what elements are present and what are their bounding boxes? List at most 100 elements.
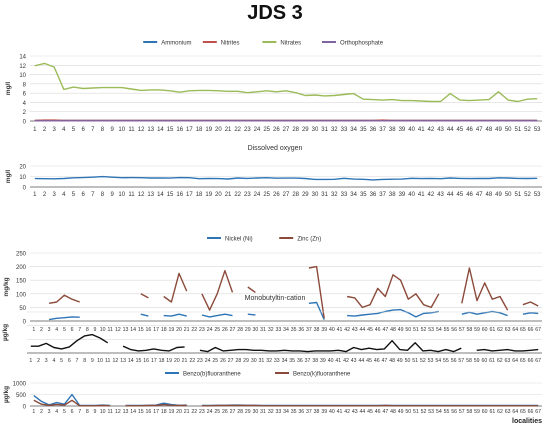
x-tick-label: 12 xyxy=(138,192,145,198)
x-tick-label: 37 xyxy=(379,192,386,198)
x-tick-label: 21 xyxy=(225,127,232,133)
x-tick-label: 53 xyxy=(428,327,434,333)
x-tick-label: 35 xyxy=(291,327,297,333)
x-tick-label: 3 xyxy=(52,127,56,133)
series-line xyxy=(30,333,539,353)
x-tick-label: 23 xyxy=(244,192,251,198)
x-tick-label: 60 xyxy=(482,409,488,415)
x-tick-label: 17 xyxy=(153,327,159,333)
x-tick-label: 45 xyxy=(367,327,373,333)
x-tick-label: 53 xyxy=(428,358,434,364)
legend-label: Zinc (Zn) xyxy=(297,237,321,243)
x-tick-label: 65 xyxy=(520,327,526,333)
x-tick-label: 15 xyxy=(138,409,144,415)
x-tick-label: 55 xyxy=(443,358,449,364)
x-tick-label: 66 xyxy=(528,327,534,333)
x-tick-label: 6 xyxy=(68,358,71,364)
y-tick-label: 8 xyxy=(23,82,27,88)
x-tick-label: 43 xyxy=(352,327,358,333)
panel-title: Monobutyltin-cation xyxy=(245,295,306,302)
x-tick-label: 11 xyxy=(108,327,113,333)
x-tick-label: 13 xyxy=(147,127,154,133)
x-tick-label: 24 xyxy=(207,327,213,333)
y-tick-label: 250 xyxy=(16,252,27,258)
x-tick-label: 47 xyxy=(382,327,388,333)
x-tick-label: 32 xyxy=(268,327,274,333)
x-tick-label: 17 xyxy=(186,192,193,198)
x-tick-label: 61 xyxy=(489,327,495,333)
x-tick-label: 32 xyxy=(266,358,272,364)
x-tick-label: 29 xyxy=(302,127,309,133)
x-tick-label: 28 xyxy=(235,358,241,364)
x-tick-label: 31 xyxy=(321,192,328,198)
x-tick-label: 67 xyxy=(535,358,541,364)
x-tick-label: 1 xyxy=(33,192,37,198)
x-tick-label: 6 xyxy=(71,409,74,415)
x-tick-label: 39 xyxy=(320,358,326,364)
x-tick-label: 10 xyxy=(118,127,125,133)
x-tick-label: 3 xyxy=(48,327,51,333)
x-tick-label: 15 xyxy=(136,358,142,364)
x-tick-label: 16 xyxy=(146,327,152,333)
x-tick-label: 62 xyxy=(497,358,503,364)
x-tick-label: 1 xyxy=(33,127,37,133)
panel-title: Dissolved oxygen xyxy=(248,145,303,152)
y-tick-label: 150 xyxy=(16,279,27,285)
x-tick-label: 53 xyxy=(428,409,434,415)
x-tick-label: 2 xyxy=(43,192,47,198)
x-tick-label: 26 xyxy=(222,327,228,333)
x-tick-label: 38 xyxy=(314,327,320,333)
x-tick-label: 31 xyxy=(260,327,266,333)
x-tick-label: 30 xyxy=(312,192,319,198)
x-tick-label: 16 xyxy=(143,358,149,364)
x-tick-label: 31 xyxy=(321,127,328,133)
x-tick-label: 25 xyxy=(212,358,218,364)
x-tick-label: 41 xyxy=(418,127,425,133)
series-line xyxy=(48,265,539,319)
x-tick-label: 10 xyxy=(97,358,103,364)
x-tick-label: 24 xyxy=(254,127,261,133)
x-tick-label: 51 xyxy=(413,409,419,415)
x-tick-label: 50 xyxy=(505,127,512,133)
x-tick-label: 22 xyxy=(234,127,241,133)
x-tick-label: 21 xyxy=(225,192,232,198)
x-tick-label: 49 xyxy=(397,358,403,364)
x-tick-label: 5 xyxy=(63,409,66,415)
x-tick-label: 33 xyxy=(274,358,280,364)
x-tick-label: 33 xyxy=(275,409,281,415)
x-tick-label: 10 xyxy=(100,409,106,415)
y-tick-label: 10 xyxy=(19,73,26,79)
x-tick-label: 14 xyxy=(157,127,164,133)
y-tick-label: 100 xyxy=(16,292,27,298)
x-tick-label: 45 xyxy=(367,409,373,415)
x-tick-label: 18 xyxy=(196,127,203,133)
x-tick-label: 12 xyxy=(115,327,121,333)
x-tick-label: 30 xyxy=(251,358,257,364)
legend-label: Benzo(k)fluoranthene xyxy=(293,372,351,378)
x-tick-label: 45 xyxy=(457,192,464,198)
x-tick-label: 40 xyxy=(328,358,334,364)
x-tick-label: 6 xyxy=(81,127,85,133)
x-tick-label: 36 xyxy=(297,358,303,364)
x-tick-label: 46 xyxy=(374,358,380,364)
x-tick-label: 52 xyxy=(524,192,531,198)
x-tick-label: 21 xyxy=(184,327,190,333)
x-tick-label: 50 xyxy=(405,358,411,364)
x-tick-label: 38 xyxy=(389,127,396,133)
x-tick-label: 4 xyxy=(62,127,66,133)
y-tick-label: 12 xyxy=(19,64,26,70)
x-tick-label: 30 xyxy=(253,327,259,333)
x-tick-label: 4 xyxy=(55,409,58,415)
x-tick-label: 24 xyxy=(254,192,261,198)
x-tick-label: 49 xyxy=(495,192,502,198)
x-tick-label: 57 xyxy=(459,327,465,333)
x-tick-label: 12 xyxy=(138,127,145,133)
x-tick-label: 23 xyxy=(199,409,205,415)
x-tick-label: 32 xyxy=(268,409,274,415)
series-line xyxy=(34,175,538,181)
x-tick-label: 26 xyxy=(222,409,228,415)
x-tick-label: 20 xyxy=(176,327,182,333)
y-tick-label: 6 xyxy=(23,92,27,98)
x-tick-label: 58 xyxy=(467,409,473,415)
x-tick-label: 1 xyxy=(32,409,35,415)
